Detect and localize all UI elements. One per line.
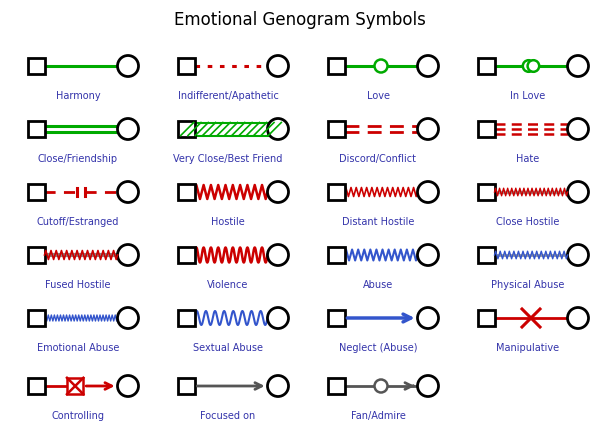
Circle shape — [418, 56, 439, 76]
Text: Fan/Admire: Fan/Admire — [350, 411, 406, 421]
Text: Hostile: Hostile — [211, 217, 245, 227]
Circle shape — [418, 375, 439, 396]
Text: Close Hostile: Close Hostile — [496, 217, 560, 227]
Text: Controlling: Controlling — [52, 411, 104, 421]
Bar — [178, 58, 194, 74]
Bar — [478, 247, 494, 263]
Text: Cutoff/Estranged: Cutoff/Estranged — [37, 217, 119, 227]
Circle shape — [118, 375, 139, 396]
Text: Abuse: Abuse — [363, 280, 393, 290]
Circle shape — [268, 56, 289, 76]
Text: Emotional Genogram Symbols: Emotional Genogram Symbols — [174, 11, 426, 29]
Bar — [28, 378, 44, 394]
Circle shape — [118, 119, 139, 139]
Circle shape — [118, 244, 139, 265]
Circle shape — [118, 307, 139, 329]
Circle shape — [118, 56, 139, 76]
Text: Harmony: Harmony — [56, 91, 100, 101]
Text: Discord/Conflict: Discord/Conflict — [340, 154, 416, 164]
Circle shape — [568, 56, 589, 76]
Text: Indifferent/Apathetic: Indifferent/Apathetic — [178, 91, 278, 101]
Bar — [67, 378, 83, 394]
Bar — [478, 184, 494, 200]
Bar — [328, 310, 344, 326]
Text: Focused on: Focused on — [200, 411, 256, 421]
Bar — [178, 121, 194, 137]
Bar — [28, 58, 44, 74]
Circle shape — [527, 60, 539, 72]
Text: Emotional Abuse: Emotional Abuse — [37, 343, 119, 353]
Bar — [328, 378, 344, 394]
Circle shape — [523, 60, 535, 72]
Text: Very Close/Best Friend: Very Close/Best Friend — [173, 154, 283, 164]
Circle shape — [268, 307, 289, 329]
Circle shape — [374, 380, 388, 392]
Circle shape — [268, 119, 289, 139]
Bar — [478, 58, 494, 74]
Circle shape — [568, 244, 589, 265]
Circle shape — [268, 375, 289, 396]
Circle shape — [568, 119, 589, 139]
Circle shape — [418, 182, 439, 202]
Text: Fused Hostile: Fused Hostile — [45, 280, 111, 290]
Circle shape — [418, 119, 439, 139]
Text: In Love: In Love — [511, 91, 545, 101]
Text: Violence: Violence — [208, 280, 248, 290]
Text: Love: Love — [367, 91, 389, 101]
Circle shape — [418, 244, 439, 265]
Bar — [328, 184, 344, 200]
Circle shape — [118, 182, 139, 202]
Bar — [28, 121, 44, 137]
Text: Hate: Hate — [517, 154, 539, 164]
Text: Distant Hostile: Distant Hostile — [342, 217, 414, 227]
Bar — [194, 123, 268, 135]
Circle shape — [374, 60, 388, 72]
Bar — [178, 378, 194, 394]
Text: Sextual Abuse: Sextual Abuse — [193, 343, 263, 353]
Text: Manipulative: Manipulative — [496, 343, 560, 353]
Bar — [478, 121, 494, 137]
Circle shape — [268, 244, 289, 265]
Bar — [478, 310, 494, 326]
Bar — [28, 310, 44, 326]
Circle shape — [568, 307, 589, 329]
Bar — [28, 247, 44, 263]
Circle shape — [418, 307, 439, 329]
Text: Close/Friendship: Close/Friendship — [38, 154, 118, 164]
Bar — [28, 184, 44, 200]
Bar — [178, 310, 194, 326]
Text: Neglect (Abuse): Neglect (Abuse) — [339, 343, 417, 353]
Bar — [328, 247, 344, 263]
Bar — [178, 247, 194, 263]
Bar — [328, 58, 344, 74]
Circle shape — [268, 182, 289, 202]
Bar — [178, 184, 194, 200]
Bar — [194, 123, 268, 135]
Text: Physical Abuse: Physical Abuse — [491, 280, 565, 290]
Circle shape — [568, 182, 589, 202]
Bar — [328, 121, 344, 137]
